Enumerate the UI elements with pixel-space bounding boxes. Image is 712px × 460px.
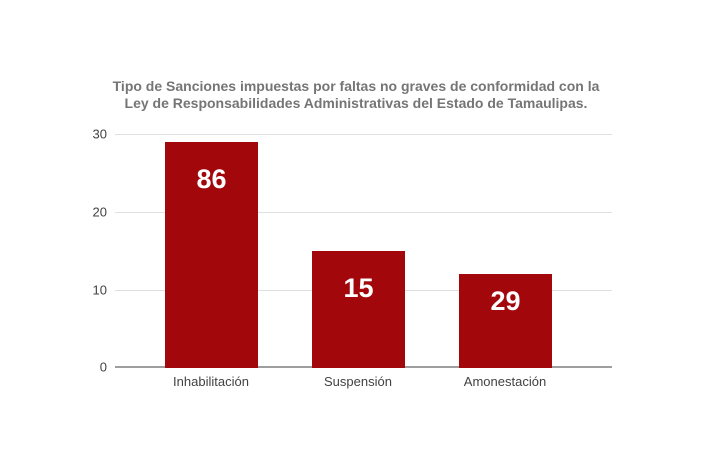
x-tick-label-inhabilitacion: Inhabilitación bbox=[173, 374, 249, 389]
x-tick-label-amonestacion: Amonestación bbox=[463, 374, 547, 389]
bar-suspension: 15 bbox=[312, 251, 405, 368]
plot-area: 30 20 10 0 86 15 29 Inhabilitación Suspe… bbox=[93, 127, 612, 389]
gridline-30 bbox=[115, 134, 612, 135]
bar-inhabilitacion: 86 bbox=[165, 141, 258, 368]
chart-title: Tipo de Sanciones impuestas por faltas n… bbox=[0, 78, 712, 112]
y-tick-label-10: 10 bbox=[92, 282, 107, 298]
x-tick-label-suspension: Suspensión bbox=[324, 374, 392, 389]
bar-value-label: 29 bbox=[490, 286, 521, 317]
gridline-20 bbox=[115, 212, 612, 213]
y-tick-label-0: 0 bbox=[99, 359, 107, 375]
y-tick-label-30: 30 bbox=[92, 126, 107, 142]
bar-value-label: 86 bbox=[196, 163, 227, 194]
bar-amonestacion: 29 bbox=[459, 274, 552, 368]
y-tick-label-20: 20 bbox=[92, 204, 107, 220]
bar-value-label: 15 bbox=[343, 273, 374, 303]
chart-title-line-2: Ley de Responsabilidades Administrativas… bbox=[124, 95, 588, 111]
chart-title-line-1: Tipo de Sanciones impuestas por faltas n… bbox=[112, 78, 600, 94]
